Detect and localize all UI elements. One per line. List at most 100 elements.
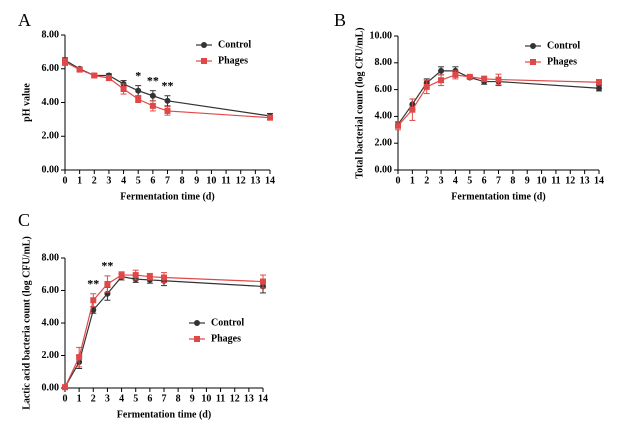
marker	[423, 83, 430, 90]
legend-marker	[530, 59, 536, 65]
marker	[90, 297, 97, 304]
y-tick-label: 0.00	[375, 164, 393, 175]
x-tick-label: 9	[194, 175, 199, 186]
x-tick-label: 6	[150, 175, 155, 186]
x-tick-label: 0	[396, 175, 401, 186]
y-tick-label: 6.00	[42, 285, 60, 296]
x-tick-label: 14	[265, 175, 275, 186]
x-tick-label: 6	[147, 393, 152, 404]
marker	[596, 79, 602, 86]
marker	[104, 281, 111, 287]
x-tick-label: 4	[121, 175, 126, 186]
x-tick-label: 1	[77, 175, 82, 186]
x-tick-label: 5	[133, 393, 138, 404]
annotation: **	[87, 277, 99, 291]
marker	[62, 59, 68, 65]
x-tick-label: 2	[91, 393, 96, 404]
marker	[62, 384, 68, 391]
x-tick-label: 11	[216, 393, 225, 404]
marker	[164, 97, 171, 104]
legend-marker	[530, 43, 536, 49]
x-tick-label: 8	[180, 175, 185, 186]
x-tick-label: 5	[136, 175, 141, 186]
panel-label: B	[334, 10, 346, 30]
panel-label: C	[18, 210, 30, 230]
x-tick-label: 8	[510, 175, 515, 186]
legend-label: Control	[218, 39, 251, 50]
marker	[452, 71, 459, 78]
x-tick-label: 12	[230, 393, 240, 404]
y-tick-label: 2.00	[42, 350, 60, 361]
legend-label: Phages	[218, 55, 248, 66]
y-axis-label: Total bacterial count (log CFU/mL)	[354, 27, 365, 178]
x-tick-label: 2	[424, 175, 429, 186]
y-tick-label: 10.00	[370, 30, 393, 41]
legend-marker	[194, 336, 200, 342]
x-tick-label: 5	[467, 175, 472, 186]
x-tick-label: 1	[410, 175, 415, 186]
x-tick-label: 3	[105, 393, 110, 404]
marker	[438, 77, 445, 84]
legend-marker	[201, 58, 207, 64]
x-tick-label: 9	[190, 393, 195, 404]
legend-label: Control	[211, 317, 244, 328]
marker	[149, 102, 156, 109]
x-tick-label: 1	[77, 393, 82, 404]
legend-marker	[194, 320, 200, 326]
x-axis-label: Fermentation time (d)	[120, 191, 214, 202]
marker	[495, 76, 502, 83]
x-tick-label: 10	[201, 393, 211, 404]
panel-label: A	[18, 10, 31, 30]
y-tick-label: 8.00	[42, 252, 60, 263]
x-axis-label: Fermentation time (d)	[451, 191, 545, 202]
legend-marker	[201, 42, 207, 48]
marker	[395, 122, 401, 129]
y-tick-label: 4.00	[42, 317, 60, 328]
x-tick-label: 4	[119, 393, 124, 404]
x-tick-label: 9	[525, 175, 530, 186]
y-tick-label: 2.00	[42, 131, 60, 142]
x-tick-label: 13	[244, 393, 254, 404]
y-tick-label: 4.00	[375, 111, 393, 122]
y-axis-label: pH value	[21, 83, 32, 122]
marker	[409, 106, 416, 113]
y-tick-label: 4.00	[42, 97, 60, 108]
x-tick-label: 8	[176, 393, 181, 404]
marker	[135, 96, 142, 103]
marker	[267, 114, 273, 121]
x-tick-label: 12	[565, 175, 575, 186]
marker	[149, 92, 156, 99]
y-tick-label: 8.00	[42, 29, 60, 40]
marker	[105, 75, 112, 82]
x-tick-label: 6	[482, 175, 487, 186]
x-tick-label: 7	[165, 175, 170, 186]
legend-label: Control	[547, 40, 580, 51]
marker	[164, 107, 171, 114]
y-tick-label: 8.00	[375, 57, 393, 68]
x-tick-label: 3	[106, 175, 111, 186]
y-tick-label: 0.00	[42, 164, 60, 175]
x-tick-label: 14	[258, 393, 268, 404]
y-axis-label: Lactic acid bacteria count (log CFU/mL)	[21, 236, 32, 410]
x-tick-label: 0	[63, 393, 68, 404]
marker	[161, 274, 167, 281]
annotation: **	[162, 79, 174, 93]
marker	[91, 72, 98, 79]
annotation: **	[147, 73, 159, 87]
marker	[466, 73, 473, 80]
x-tick-label: 2	[92, 175, 97, 186]
marker	[132, 272, 139, 279]
marker	[120, 86, 127, 92]
marker	[481, 75, 488, 82]
y-tick-label: 0.00	[42, 382, 60, 393]
y-tick-label: 2.00	[375, 137, 393, 148]
x-tick-label: 7	[162, 393, 167, 404]
marker	[438, 67, 445, 74]
y-tick-label: 6.00	[42, 63, 60, 74]
x-tick-label: 14	[594, 175, 604, 186]
x-tick-label: 3	[439, 175, 444, 186]
legend-label: Phages	[547, 56, 577, 67]
x-tick-label: 13	[250, 175, 260, 186]
